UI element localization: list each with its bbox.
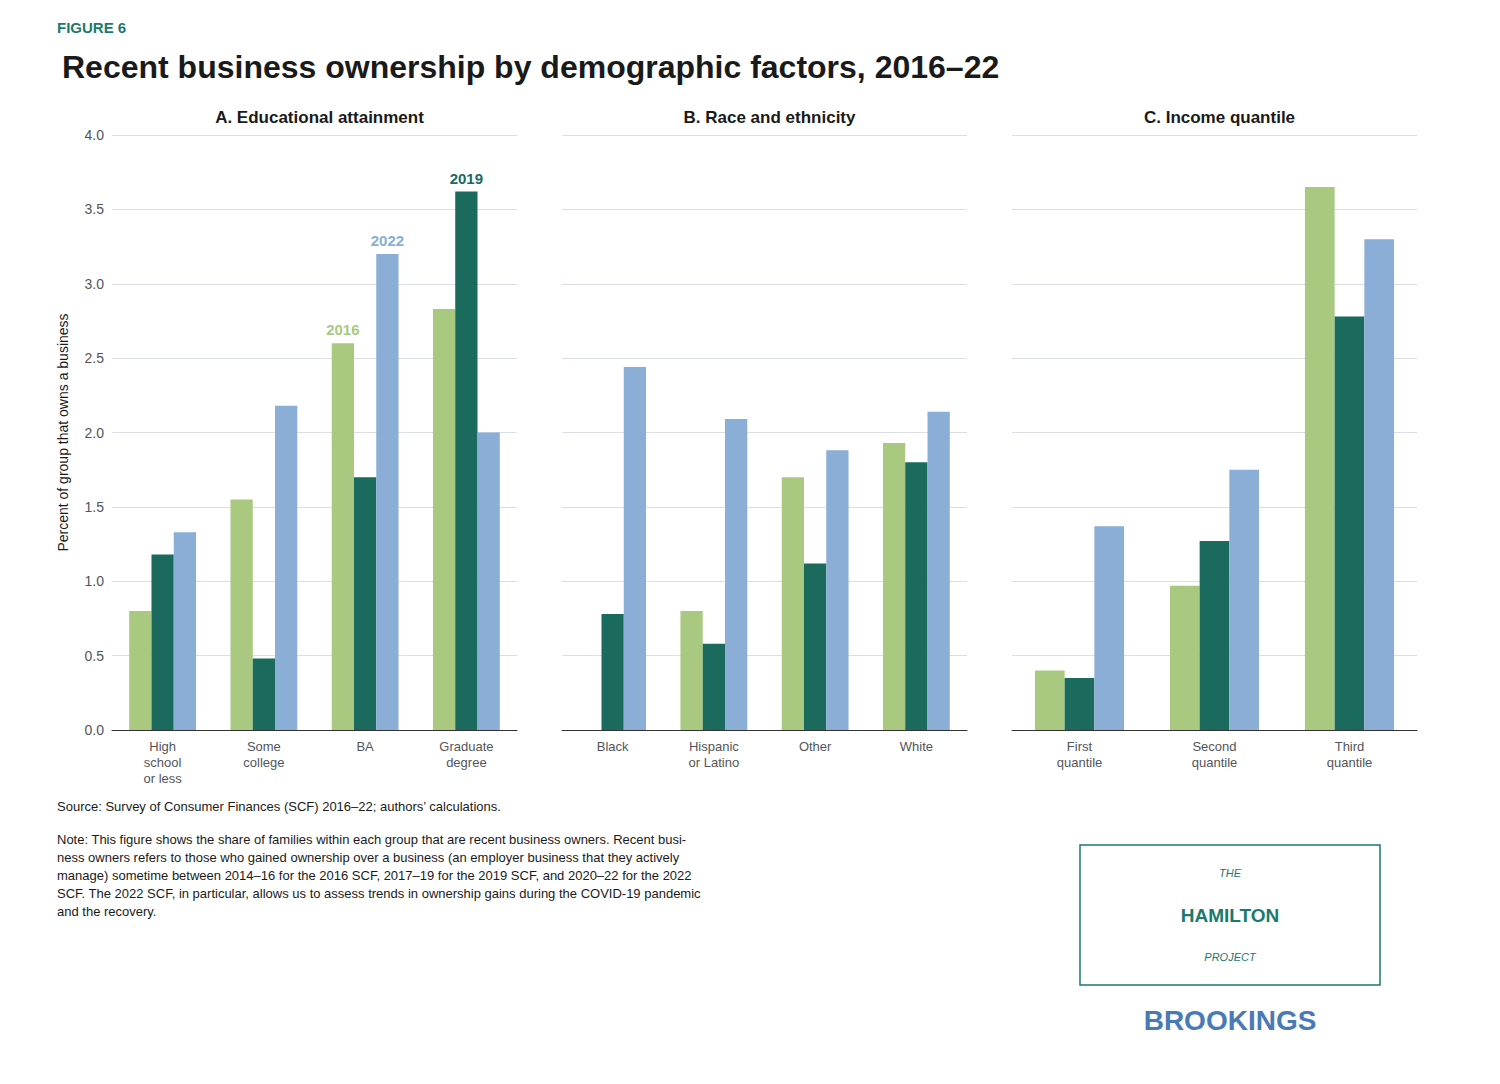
svg-text:3.5: 3.5 [85, 201, 105, 217]
svg-text:ness owners refers to those wh: ness owners refers to those who gained o… [57, 850, 680, 865]
svg-text:or less: or less [143, 771, 182, 786]
svg-text:BROOKINGS: BROOKINGS [1144, 1005, 1317, 1036]
svg-text:school: school [144, 755, 182, 770]
svg-text:quantile: quantile [1327, 755, 1373, 770]
svg-text:C. Income quantile: C. Income quantile [1144, 108, 1295, 127]
svg-text:manage) sometime between 2014–: manage) sometime between 2014–16 for the… [57, 868, 692, 883]
svg-text:Other: Other [799, 739, 832, 754]
svg-text:quantile: quantile [1192, 755, 1238, 770]
svg-text:college: college [243, 755, 284, 770]
svg-text:Percent of group that owns a b: Percent of group that owns a business [55, 313, 71, 551]
svg-text:Some: Some [247, 739, 281, 754]
svg-text:2022: 2022 [371, 232, 404, 249]
svg-text:2019: 2019 [450, 170, 483, 187]
svg-text:HAMILTON: HAMILTON [1181, 905, 1280, 926]
svg-text:Source: Survey of Consumer Fin: Source: Survey of Consumer Finances (SCF… [57, 799, 501, 814]
svg-text:quantile: quantile [1057, 755, 1103, 770]
svg-text:or Latino: or Latino [689, 755, 740, 770]
svg-text:SCF. The 2022 SCF, in particul: SCF. The 2022 SCF, in particular, allows… [57, 886, 701, 901]
svg-text:Black: Black [597, 739, 629, 754]
svg-text:THE: THE [1219, 867, 1242, 879]
svg-text:1.0: 1.0 [85, 573, 105, 589]
svg-text:4.0: 4.0 [85, 127, 105, 143]
svg-text:Second: Second [1192, 739, 1236, 754]
svg-text:3.0: 3.0 [85, 276, 105, 292]
svg-text:Third: Third [1335, 739, 1365, 754]
svg-text:First: First [1067, 739, 1093, 754]
svg-text:2.0: 2.0 [85, 425, 105, 441]
svg-text:Note: This figure shows the sh: Note: This figure shows the share of fam… [57, 832, 686, 847]
svg-text:FIGURE 6: FIGURE 6 [57, 19, 126, 36]
svg-text:1.5: 1.5 [85, 499, 105, 515]
svg-text:PROJECT: PROJECT [1204, 951, 1257, 963]
svg-text:0.5: 0.5 [85, 648, 105, 664]
svg-text:Recent business ownership by d: Recent business ownership by demographic… [62, 49, 999, 85]
svg-text:B. Race and ethnicity: B. Race and ethnicity [684, 108, 856, 127]
svg-text:High: High [149, 739, 176, 754]
svg-text:Hispanic: Hispanic [689, 739, 739, 754]
svg-text:A. Educational attainment: A. Educational attainment [215, 108, 424, 127]
svg-text:2016: 2016 [326, 321, 359, 338]
svg-text:2.5: 2.5 [85, 350, 105, 366]
svg-text:White: White [900, 739, 933, 754]
svg-text:and the recovery.: and the recovery. [57, 904, 156, 919]
svg-text:BA: BA [356, 739, 374, 754]
svg-text:Graduate: Graduate [439, 739, 493, 754]
svg-text:0.0: 0.0 [85, 722, 105, 738]
svg-text:degree: degree [446, 755, 486, 770]
